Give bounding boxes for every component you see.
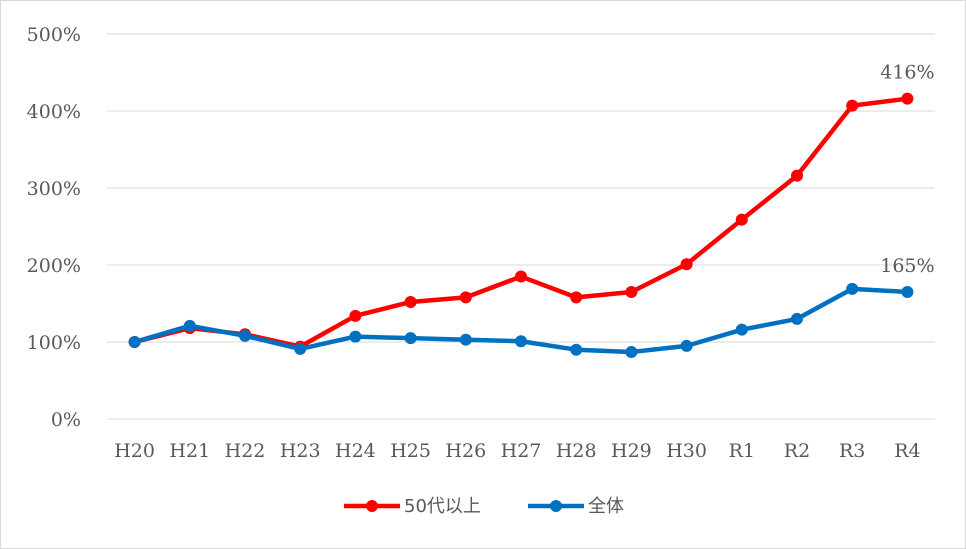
legend-label: 全体: [588, 496, 624, 517]
legend-swatch-marker: [366, 500, 378, 512]
x-tick-label: H22: [225, 440, 266, 462]
data-point: [570, 291, 583, 304]
data-point: [791, 312, 803, 325]
data-point: [680, 258, 693, 271]
data-point: [846, 282, 859, 295]
data-point: [735, 323, 748, 336]
y-tick-label: 0%: [51, 409, 81, 431]
y-axis-ticks: 0% 100% 200% 300% 400% 500%: [27, 24, 81, 431]
y-tick-label: 100%: [27, 332, 81, 354]
data-point: [404, 332, 417, 345]
x-tick-label: H28: [556, 440, 597, 462]
x-tick-label: H29: [611, 440, 652, 462]
x-tick-label: R3: [839, 440, 865, 462]
y-tick-label: 200%: [27, 255, 81, 277]
data-point: [625, 285, 638, 298]
x-tick-label: H26: [445, 440, 486, 462]
x-tick-label: H27: [501, 440, 542, 462]
data-point: [735, 213, 748, 226]
x-tick-label: R4: [894, 440, 920, 462]
data-point: [901, 92, 914, 105]
data-point: [239, 329, 251, 342]
x-tick-label: H25: [390, 440, 431, 462]
legend-swatch-marker: [550, 500, 562, 512]
data-point: [404, 295, 417, 308]
data-point: [901, 285, 914, 298]
legend-entry: 50代以上: [344, 496, 481, 517]
data-point: [459, 333, 472, 346]
y-tick-label: 300%: [27, 178, 81, 200]
data-point: [349, 330, 362, 343]
series-line: [132, 96, 910, 349]
gridlines: [107, 33, 935, 420]
y-tick-label: 400%: [27, 101, 81, 123]
data-point: [515, 270, 527, 283]
series-2: [128, 282, 914, 359]
x-tick-label: R2: [784, 440, 810, 462]
data-point: [680, 339, 693, 352]
series-lines: [128, 92, 914, 359]
data-labels: 416% 165%: [880, 62, 934, 277]
x-axis-ticks: H20 H21 H22 H23 H24 H25 H26 H27 H28 H29 H30 R1 R2 R3 R…: [114, 440, 920, 462]
data-label: 416%: [880, 62, 934, 84]
data-point: [183, 319, 196, 332]
data-point: [846, 99, 859, 112]
data-point: [294, 342, 307, 355]
data-point: [459, 291, 472, 304]
x-tick-label: H30: [666, 440, 707, 462]
y-tick-label: 500%: [27, 24, 81, 46]
x-tick-label: R1: [729, 440, 755, 462]
data-point: [349, 309, 362, 322]
x-tick-label: H21: [169, 440, 210, 462]
data-point: [625, 346, 638, 359]
x-tick-label: H24: [335, 440, 376, 462]
data-point: [128, 336, 141, 348]
legend-label: 50代以上: [404, 496, 481, 517]
data-label: 165%: [880, 255, 934, 277]
data-point: [515, 335, 527, 348]
x-tick-label: H20: [114, 440, 155, 462]
legend-entry: 全体: [528, 496, 624, 517]
legend: 50代以上 全体: [344, 496, 624, 517]
data-point: [791, 169, 803, 182]
x-tick-label: H23: [280, 440, 321, 462]
data-point: [570, 343, 583, 356]
